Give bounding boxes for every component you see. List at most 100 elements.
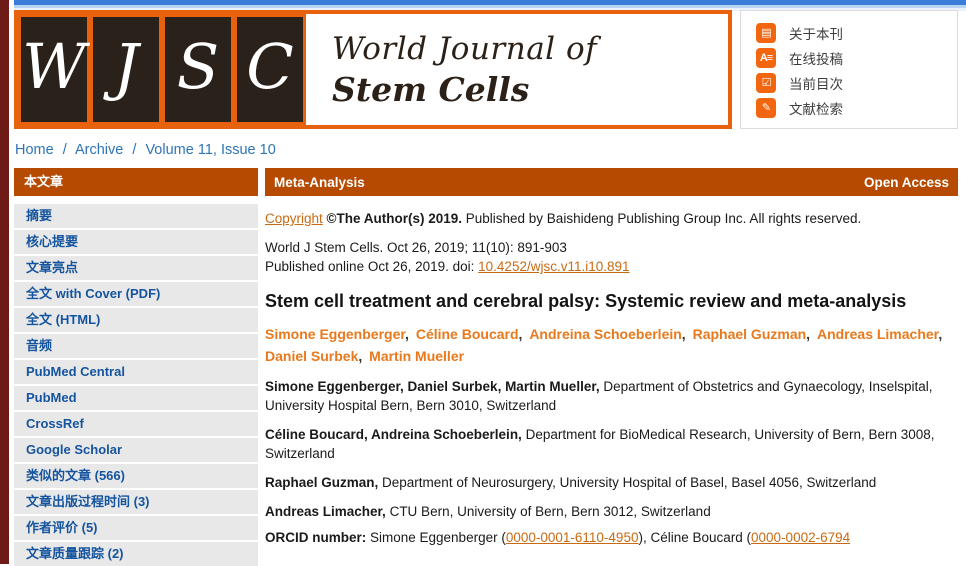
quick-menu-label: 文献检索 bbox=[789, 101, 843, 117]
affiliation: Andreas Limacher, CTU Bern, University o… bbox=[265, 502, 958, 521]
quick-menu-item[interactable]: ☑ 当前目次 bbox=[756, 72, 957, 94]
affiliation-authors: Raphael Guzman, bbox=[265, 475, 379, 490]
affiliation-authors: Andreas Limacher, bbox=[265, 504, 386, 519]
copyright-line: Copyright ©The Author(s) 2019. Published… bbox=[265, 209, 958, 228]
sidebar-item-list: 摘要 核心提要 文章亮点 全文 with Cover (PDF) 全文 (HTM… bbox=[14, 204, 258, 566]
article-title: Stem cell treatment and cerebral palsy: … bbox=[265, 291, 907, 311]
journal-name-line1: World Journal of bbox=[332, 30, 598, 67]
quick-menu-item[interactable]: A≡ 在线投稿 bbox=[756, 47, 957, 69]
author-link[interactable]: Raphael Guzman bbox=[692, 326, 807, 342]
author-entry: Andreas Limacher, bbox=[817, 326, 945, 342]
affiliation-detail: Department of Neurosurgery, University H… bbox=[378, 475, 877, 490]
author-entry: Simone Eggenberger, bbox=[265, 326, 416, 342]
citation-line1: World J Stem Cells. Oct 26, 2019; 11(10)… bbox=[265, 240, 567, 255]
author-link[interactable]: Simone Eggenberger bbox=[265, 326, 406, 342]
online-submission-icon: A≡ bbox=[756, 47, 776, 68]
logo-letter-tile: C bbox=[234, 14, 306, 125]
logo-letter: J bbox=[113, 30, 139, 103]
quick-menu-label: 当前目次 bbox=[789, 76, 843, 92]
breadcrumb-segment: Archive / bbox=[75, 142, 145, 158]
affiliation-detail: Department for BioMedical Research, Univ… bbox=[265, 427, 935, 461]
breadcrumb-link[interactable]: Home bbox=[15, 142, 54, 158]
sidebar-item[interactable]: 音频 bbox=[14, 334, 258, 358]
citation-line2-prefix: Published online Oct 26, 2019. doi: bbox=[265, 259, 479, 274]
copyright-bold: ©The Author(s) 2019. bbox=[322, 211, 462, 226]
logo-letter-tile: S bbox=[162, 14, 234, 125]
author-list: Simone Eggenberger, Céline Boucard, Andr… bbox=[265, 323, 958, 367]
author-separator: , bbox=[405, 326, 413, 342]
breadcrumb-separator: / bbox=[132, 142, 137, 158]
doi-link[interactable]: 10.4252/wjsc.v11.i10.891 bbox=[478, 259, 630, 274]
citation-block: World J Stem Cells. Oct 26, 2019; 11(10)… bbox=[265, 238, 958, 276]
breadcrumb-link[interactable]: Volume 11, Issue 10 bbox=[145, 142, 276, 158]
sidebar-item[interactable]: 作者评价 (5) bbox=[14, 516, 258, 540]
author-link[interactable]: Martin Mueller bbox=[369, 348, 465, 364]
sidebar-item[interactable]: 文章质量跟踪 (2) bbox=[14, 542, 258, 566]
sidebar-item[interactable]: PubMed Central bbox=[14, 360, 258, 384]
sidebar-item[interactable]: 全文 with Cover (PDF) bbox=[14, 282, 258, 306]
open-access-badge: Open Access bbox=[863, 174, 949, 190]
affiliation-detail: CTU Bern, University of Bern, Bern 3012,… bbox=[385, 504, 711, 519]
author-link[interactable]: Daniel Surbek bbox=[265, 348, 359, 364]
quick-menu-item[interactable]: ✎ 文献检索 bbox=[756, 97, 957, 119]
breadcrumb-link[interactable]: Archive bbox=[74, 142, 124, 158]
about-journal-icon: ▤ bbox=[756, 22, 776, 43]
sidebar-header: 本文章 bbox=[14, 168, 258, 196]
journal-name: World Journal of Stem Cells bbox=[306, 14, 597, 125]
logo-letter-tile: W bbox=[18, 14, 90, 125]
journal-quick-menu: ▤ 关于本刊 A≡ 在线投稿 ☑ 当前目次 ✎ 文献检索 bbox=[740, 10, 958, 129]
logo-letter: W bbox=[22, 30, 86, 103]
orcid-text1: Simone Eggenberger ( bbox=[366, 530, 506, 545]
journal-logo[interactable]: W J S C World Journal of Stem Cells bbox=[14, 10, 732, 129]
author-separator: , bbox=[681, 326, 690, 342]
current-issue-icon: ☑ bbox=[756, 72, 776, 93]
affiliation-authors: Simone Eggenberger, Daniel Surbek, Marti… bbox=[265, 379, 600, 394]
sidebar-item[interactable]: 核心提要 bbox=[14, 230, 258, 254]
literature-search-icon: ✎ bbox=[756, 97, 776, 118]
breadcrumb: Home / Archive / Volume 11, Issue 10 / bbox=[15, 142, 276, 158]
affiliation: Raphael Guzman, Department of Neurosurge… bbox=[265, 473, 958, 492]
copyright-link[interactable]: Copyright bbox=[265, 211, 323, 226]
sidebar-item[interactable]: 摘要 bbox=[14, 204, 258, 228]
logo-letter-tile: J bbox=[90, 14, 162, 125]
author-entry: Daniel Surbek, bbox=[265, 348, 369, 364]
affiliation-list: Simone Eggenberger, Daniel Surbek, Marti… bbox=[265, 377, 958, 521]
logo-letter-tiles: W J S C bbox=[18, 14, 306, 125]
sidebar-item[interactable]: CrossRef bbox=[14, 412, 258, 436]
author-entry: Martin Mueller, bbox=[369, 348, 464, 364]
article-type-bar: Meta-Analysis Open Access bbox=[265, 168, 958, 196]
author-entry: Raphael Guzman, bbox=[693, 326, 817, 342]
orcid-link-2[interactable]: 0000-0002-6794 bbox=[751, 530, 851, 545]
breadcrumb-separator: / bbox=[62, 142, 67, 158]
orcid-text2: ), Céline Boucard ( bbox=[638, 530, 752, 545]
author-entry: Céline Boucard, bbox=[416, 326, 529, 342]
affiliation-detail: Department of Obstetrics and Gynaecology… bbox=[265, 379, 933, 413]
article-type-label: Meta-Analysis bbox=[274, 174, 365, 190]
author-link[interactable]: Andreina Schoeberlein bbox=[529, 326, 682, 342]
top-accent-bar bbox=[14, 0, 966, 5]
page-left-accent-strip bbox=[0, 0, 9, 564]
author-separator: , bbox=[938, 326, 943, 342]
orcid-line: ORCID number: Simone Eggenberger (0000-0… bbox=[265, 528, 958, 547]
sidebar-item[interactable]: 全文 (HTML) bbox=[14, 308, 258, 332]
article-main: Meta-Analysis Open Access Copyright ©The… bbox=[265, 168, 958, 547]
breadcrumb-segment: Home / bbox=[15, 142, 75, 158]
affiliation: Céline Boucard, Andreina Schoeberlein, D… bbox=[265, 425, 958, 463]
author-separator: , bbox=[806, 326, 814, 342]
quick-menu-label: 在线投稿 bbox=[789, 51, 843, 67]
sidebar-item[interactable]: PubMed bbox=[14, 386, 258, 410]
sidebar-item[interactable]: 类似的文章 (566) bbox=[14, 464, 258, 488]
affiliation-authors: Céline Boucard, Andreina Schoeberlein, bbox=[265, 427, 522, 442]
author-separator: , bbox=[358, 348, 367, 364]
author-link[interactable]: Andreas Limacher bbox=[816, 326, 939, 342]
article-sidebar: 本文章 摘要 核心提要 文章亮点 全文 with Cover (PDF) 全文 … bbox=[14, 168, 258, 566]
sidebar-item[interactable]: Google Scholar bbox=[14, 438, 258, 462]
affiliation: Simone Eggenberger, Daniel Surbek, Marti… bbox=[265, 377, 958, 415]
sidebar-item[interactable]: 文章出版过程时间 (3) bbox=[14, 490, 258, 514]
quick-menu-label: 关于本刊 bbox=[789, 26, 843, 42]
author-link[interactable]: Céline Boucard bbox=[415, 326, 519, 342]
orcid-link-1[interactable]: 0000-0001-6110-4950 bbox=[505, 530, 639, 545]
author-entry: Andreina Schoeberlein, bbox=[529, 326, 692, 342]
quick-menu-item[interactable]: ▤ 关于本刊 bbox=[756, 22, 957, 44]
sidebar-item[interactable]: 文章亮点 bbox=[14, 256, 258, 280]
